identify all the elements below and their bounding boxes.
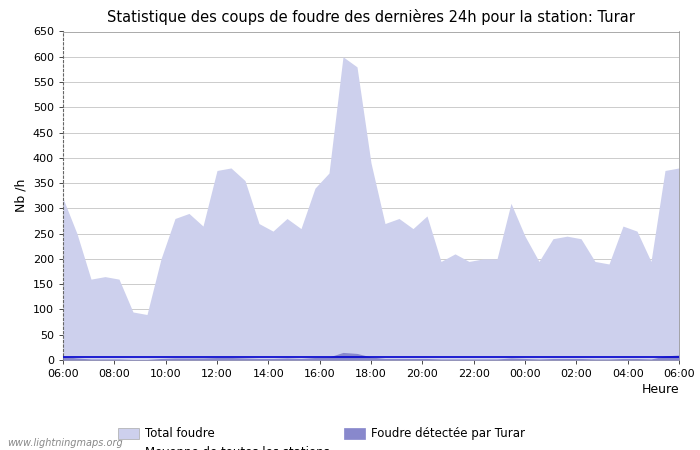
Legend: Total foudre, Moyenne de toutes les stations, Foudre détectée par Turar: Total foudre, Moyenne de toutes les stat… [118, 428, 525, 450]
Text: www.lightningmaps.org: www.lightningmaps.org [7, 438, 122, 448]
Text: Heure: Heure [641, 383, 679, 396]
Title: Statistique des coups de foudre des dernières 24h pour la station: Turar: Statistique des coups de foudre des dern… [107, 9, 635, 25]
Y-axis label: Nb /h: Nb /h [14, 179, 27, 212]
